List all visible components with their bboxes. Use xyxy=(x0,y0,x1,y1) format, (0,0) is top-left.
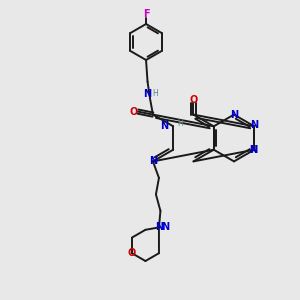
Text: N: N xyxy=(155,222,163,233)
Text: N: N xyxy=(143,89,152,100)
Text: O: O xyxy=(129,106,138,117)
Text: O: O xyxy=(128,248,136,258)
Text: H: H xyxy=(152,88,158,98)
Text: H: H xyxy=(177,119,183,128)
Text: N: N xyxy=(250,145,258,155)
Text: N: N xyxy=(250,120,258,130)
Text: N: N xyxy=(230,110,238,120)
Text: N: N xyxy=(161,222,169,233)
Text: N: N xyxy=(160,121,169,131)
Text: N: N xyxy=(250,145,258,155)
Text: N: N xyxy=(149,156,157,167)
Text: O: O xyxy=(189,94,198,105)
Text: F: F xyxy=(143,9,149,20)
